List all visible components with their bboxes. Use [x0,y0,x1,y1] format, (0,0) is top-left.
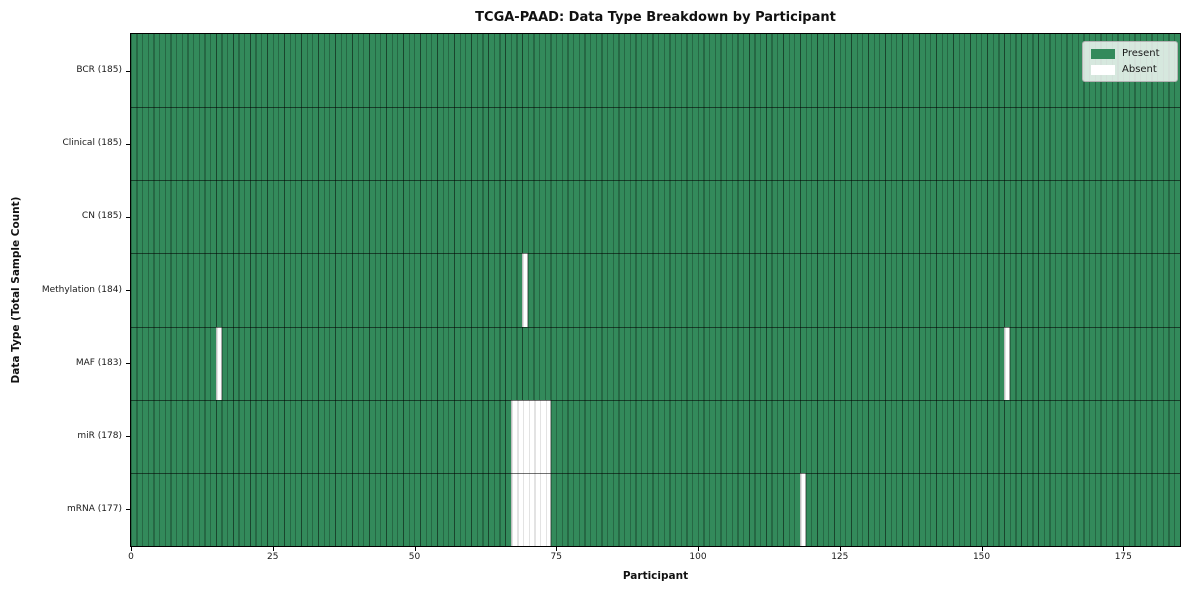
x-tick-label: 150 [972,552,991,562]
x-tick-label: 175 [1114,552,1132,562]
x-tick-label: 0 [128,552,134,562]
legend-label: Absent [1122,64,1157,75]
x-tick-mark [556,547,558,551]
x-tick-mark [981,547,983,551]
row-divider [131,253,1180,255]
chart-title: TCGA-PAAD: Data Type Breakdown by Partic… [475,10,836,25]
y-tick-mark [126,216,130,218]
row-divider [131,180,1180,182]
x-tick-label: 50 [408,552,421,562]
y-tick-mark [126,290,130,291]
y-tick-label-mir: miR (178) [77,430,122,441]
y-tick-label-mrna: mRNA (177) [67,503,122,514]
x-tick-mark [698,547,700,551]
y-tick-label-cn: CN (185) [81,211,122,222]
absent-cells-mrna [800,472,806,546]
plot-area: Present Absent [130,33,1181,547]
row-divider [131,326,1180,328]
y-tick-mark [126,143,130,145]
absent-cells-maf [216,326,222,400]
legend-entry-absent: Absent [1091,64,1169,75]
absent-cells-methylation [522,253,528,327]
legend: Present Absent [1082,41,1178,82]
row-divider [131,107,1180,109]
x-axis-label: Participant [622,570,689,582]
absent-cells-maf [1004,326,1010,400]
x-tick-mark [131,547,132,551]
legend-entry-present: Present [1091,48,1169,59]
y-tick-label-bcr: BCR (185) [76,65,122,76]
legend-swatch-present [1091,48,1115,59]
x-tick-mark [414,547,416,551]
x-tick-label: 125 [831,552,849,562]
x-tick-label: 25 [267,552,279,562]
x-tick-label: 75 [550,552,562,562]
legend-swatch-absent [1091,64,1115,75]
y-tick-mark [126,70,130,72]
y-tick-mark [126,436,130,438]
legend-label: Present [1122,48,1160,59]
y-tick-label-maf: MAF (183) [75,357,122,368]
y-tick-label-clinical: Clinical (185) [62,138,122,149]
row-divider [131,399,1180,401]
x-tick-mark [1123,547,1125,551]
y-tick-mark [126,509,130,511]
y-tick-mark [126,363,130,365]
absent-cells-mir [510,399,551,473]
row-divider [131,472,1180,474]
x-tick-mark [839,547,841,551]
y-tick-label-methylation: Methylation (184) [41,284,122,295]
x-tick-label: 100 [689,552,707,562]
x-tick-mark [272,547,274,551]
absent-cells-mrna [510,472,551,546]
